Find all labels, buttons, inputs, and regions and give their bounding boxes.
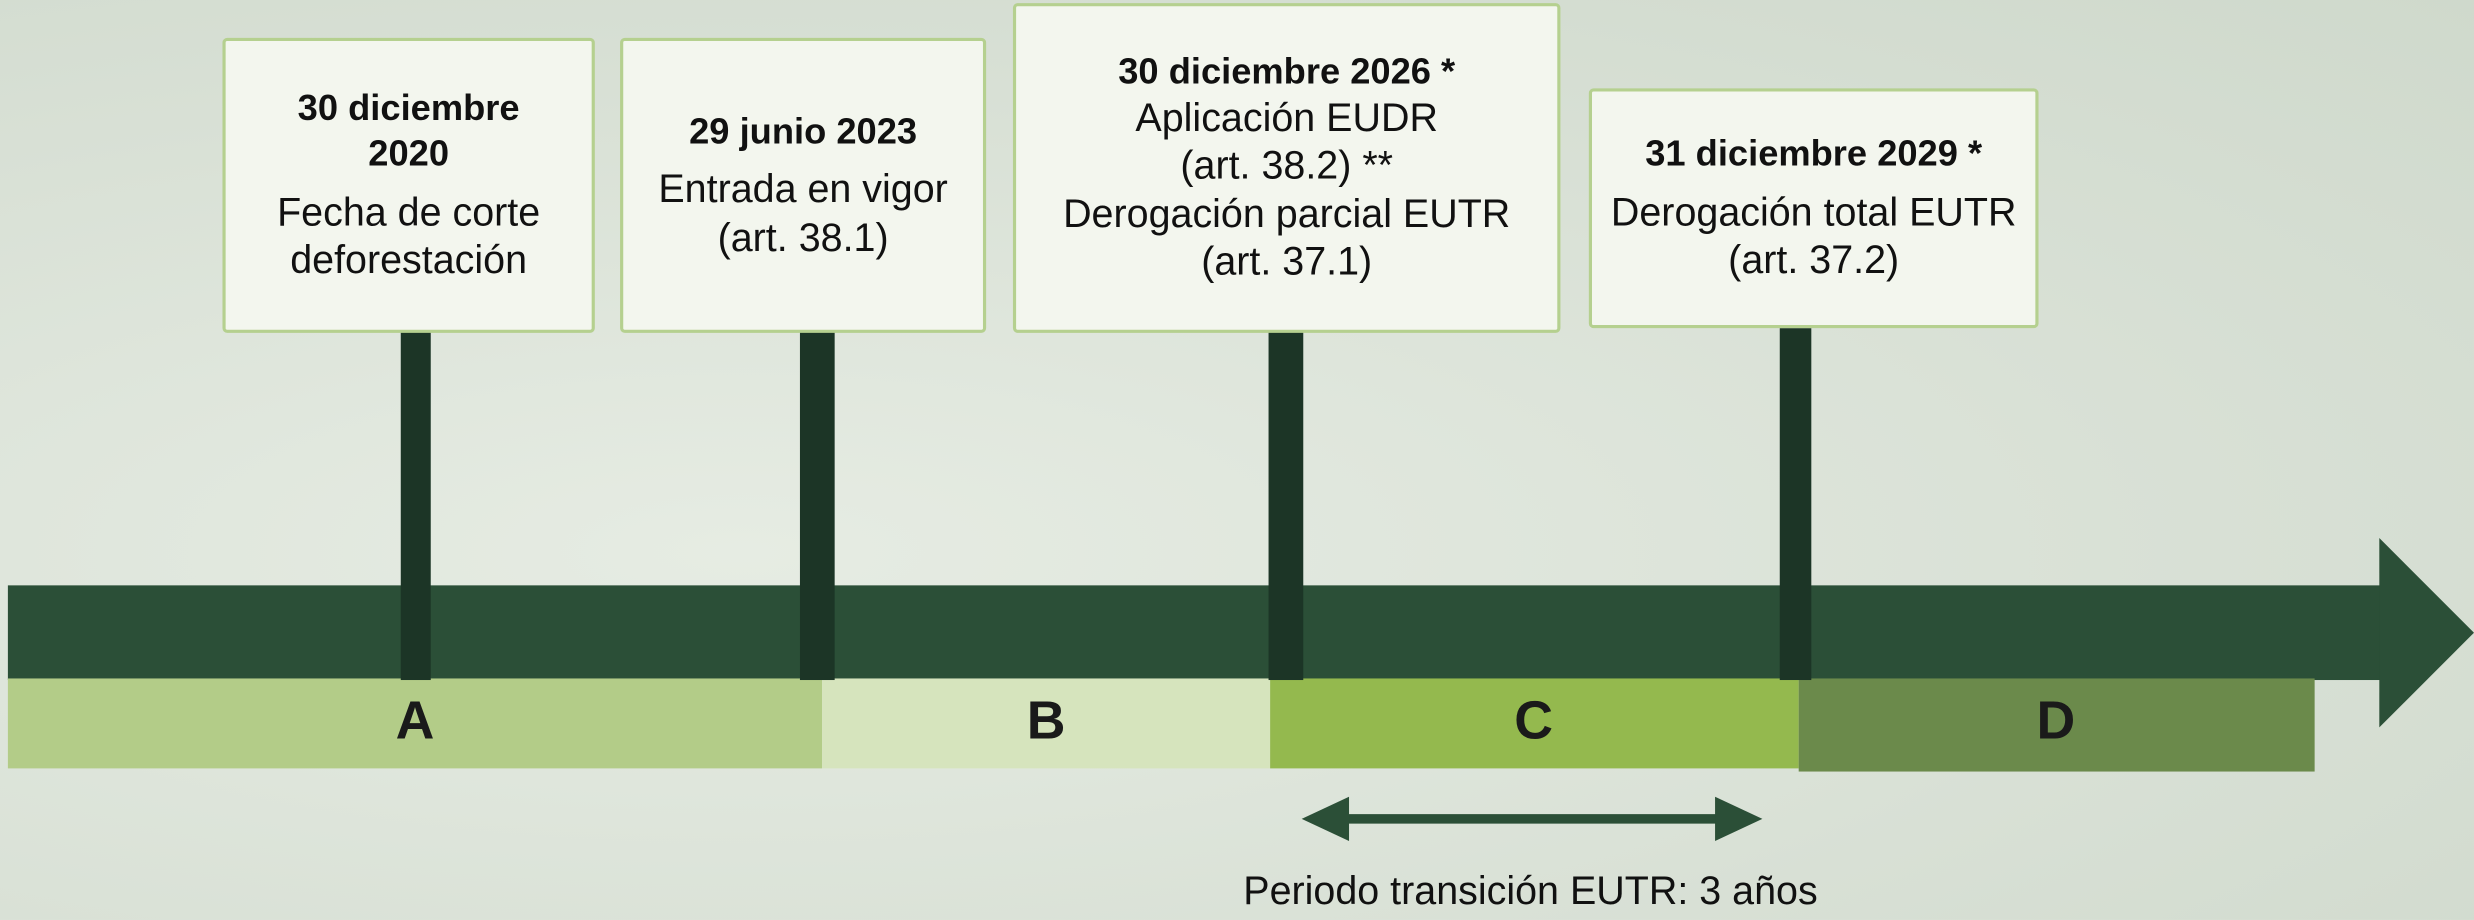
timeline: Periodo transición EUTR: 3 años 30 dicie… xyxy=(0,0,2474,920)
transition-arrow-right xyxy=(1715,797,1762,841)
milestone-text: (art. 38.1) xyxy=(718,214,889,262)
timeline-arrowhead xyxy=(2379,538,2474,727)
post xyxy=(1780,328,1812,680)
transition-note: Periodo transición EUTR: 3 años xyxy=(1243,869,1817,915)
milestone-box: 29 junio 2023 Entrada en vigor(art. 38.1) xyxy=(620,38,986,333)
phase-label: D xyxy=(2036,691,2075,753)
milestone-text: Entrada en vigor xyxy=(658,166,947,214)
milestone-date: 30 diciembre 2020 xyxy=(273,86,544,177)
milestone-text: Derogación total EUTR xyxy=(1611,189,2017,237)
milestone-date: 30 diciembre 2026 * xyxy=(1118,49,1455,94)
milestone-text: (art. 37.1) xyxy=(1201,239,1372,287)
post xyxy=(1269,331,1304,680)
milestone-date: 31 diciembre 2029 * xyxy=(1645,131,1982,176)
phase-label: A xyxy=(396,691,435,753)
phase-label: C xyxy=(1514,691,1553,753)
milestone-box: 31 diciembre 2029 * Derogación total EUTR… xyxy=(1589,88,2039,328)
milestone-text: Fecha de corte xyxy=(277,189,540,237)
phase-label: B xyxy=(1027,691,1066,753)
milestone-text: (art. 37.2) xyxy=(1728,237,1899,285)
post xyxy=(401,331,431,680)
page: Periodo transición EUTR: 3 años 30 dicie… xyxy=(0,0,2474,920)
milestone-text: (art. 38.2) ** xyxy=(1180,143,1393,191)
milestone-text: Derogación parcial EUTR xyxy=(1063,191,1510,239)
post xyxy=(800,331,835,680)
milestone-date: 29 junio 2023 xyxy=(689,108,917,153)
transition-arrow-left xyxy=(1302,797,1349,841)
milestone-text: Aplicación EUDR xyxy=(1135,94,1438,142)
timeline-band xyxy=(8,585,2387,680)
milestone-box: 30 diciembre 2026 *Aplicación EUDR(art. … xyxy=(1013,3,1560,333)
milestone-text: deforestación xyxy=(290,237,527,285)
